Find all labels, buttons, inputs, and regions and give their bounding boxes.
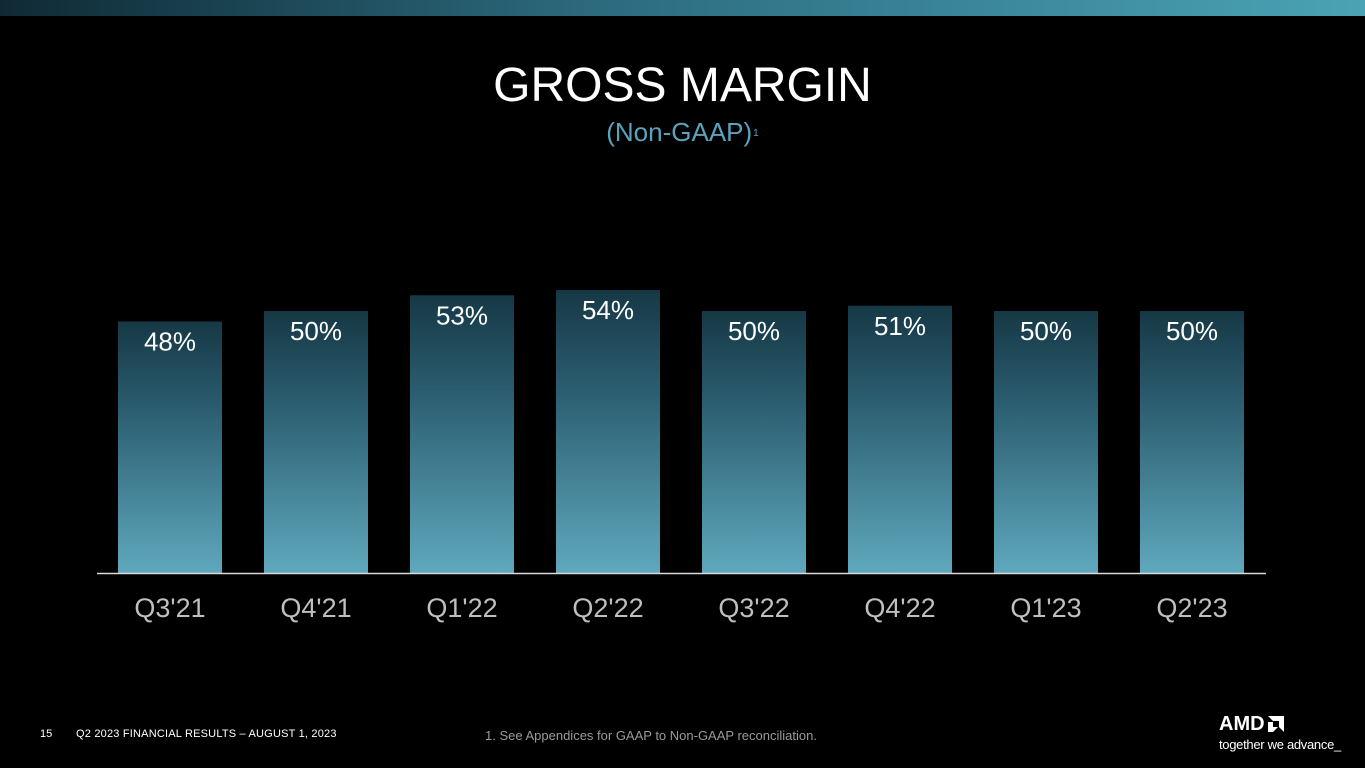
amd-logo: AMD together we advance_	[1219, 713, 1349, 753]
bar-Q123	[994, 311, 1098, 573]
page-subtitle: (Non-GAAP)1	[0, 116, 1365, 148]
value-labels-group: 48% 50% 53% 54% 50% 51% 50% 50%	[144, 295, 1218, 356]
report-label: Q2 2023 FINANCIAL RESULTS – AUGUST 1, 20…	[76, 728, 337, 740]
category-label: Q4'21	[280, 593, 351, 623]
value-label: 50%	[1166, 316, 1218, 346]
category-label: Q2'22	[572, 593, 643, 623]
value-label: 50%	[1020, 316, 1072, 346]
footnote: 1. See Appendices for GAAP to Non-GAAP r…	[485, 728, 817, 743]
top-accent-bar	[0, 0, 1365, 16]
value-label: 50%	[728, 316, 780, 346]
logo-wordmark: AMD	[1219, 713, 1265, 735]
bar-Q321	[118, 321, 222, 573]
bar-Q421	[264, 311, 368, 573]
footnote-marker: 1	[753, 128, 759, 139]
bars-group	[118, 290, 1244, 573]
category-label: Q3'21	[134, 593, 205, 623]
amd-arrow-icon	[1267, 716, 1284, 732]
bar-Q322	[702, 311, 806, 573]
value-label: 48%	[144, 326, 196, 356]
value-label: 53%	[436, 300, 488, 330]
category-label: Q4'22	[864, 593, 935, 623]
subtitle-text: (Non-GAAP)	[606, 117, 753, 147]
value-label: 54%	[582, 295, 634, 325]
page-number: 15	[40, 728, 53, 740]
page-title: GROSS MARGIN	[493, 59, 872, 112]
bar-Q122	[410, 295, 514, 573]
category-labels-group: Q3'21 Q4'21 Q1'22 Q2'22 Q3'22 Q4'22 Q1'23 Q2'23	[134, 593, 1227, 623]
bar-Q422	[848, 305, 952, 573]
value-label: 50%	[290, 316, 342, 346]
logo-tagline: together we advance_	[1219, 737, 1341, 752]
category-label: Q1'23	[1010, 593, 1081, 623]
bar-Q223	[1140, 311, 1244, 573]
value-label: 51%	[874, 311, 926, 341]
category-label: Q1'22	[426, 593, 497, 623]
category-label: Q3'22	[718, 593, 789, 623]
category-label: Q2'23	[1156, 593, 1227, 623]
bar-Q222	[556, 290, 660, 573]
